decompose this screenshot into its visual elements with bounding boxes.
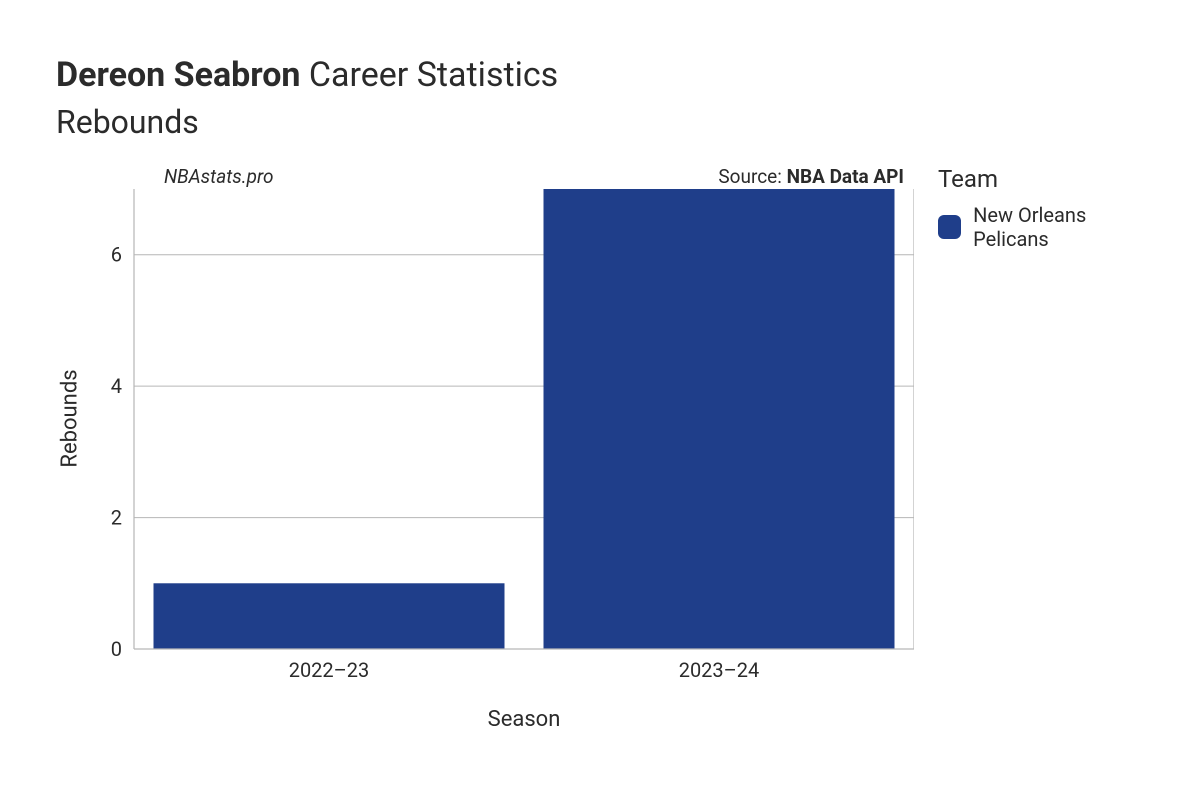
legend: Team New Orleans Pelicans xyxy=(938,165,1160,251)
plot-column: 0 2 4 6 2022–23 2023–24 NBAstats.pro Source: … xyxy=(84,159,914,732)
attribution-source-prefix: Source: xyxy=(718,165,786,188)
legend-label: New Orleans Pelicans xyxy=(973,203,1160,251)
chart-row: Rebounds 0 2 4 6 2022–23 2023–24 NBAstats.pro… xyxy=(56,159,1160,732)
x-tick-label: 2022–23 xyxy=(289,658,370,679)
y-tick-label: 0 xyxy=(111,637,122,661)
legend-items: New Orleans Pelicans xyxy=(938,203,1160,251)
attribution-source: Source: NBA Data API xyxy=(718,165,904,188)
title-suffix: Career Statistics xyxy=(300,55,558,95)
legend-title: Team xyxy=(938,165,1160,193)
x-tick-label: 2023–24 xyxy=(679,658,760,679)
chart-subtitle: Rebounds xyxy=(56,103,1160,141)
chart-container: Dereon Seabron Career Statistics Rebound… xyxy=(0,0,1200,800)
x-axis-label: Season xyxy=(134,707,914,732)
title-block: Dereon Seabron Career Statistics Rebound… xyxy=(56,54,1160,141)
bar xyxy=(154,583,505,649)
title-player: Dereon Seabron xyxy=(56,55,300,95)
legend-item: New Orleans Pelicans xyxy=(938,203,1160,251)
bar-chart: 0 2 4 6 2022–23 2023–24 xyxy=(84,159,914,679)
attributions-row: NBAstats.pro Source: NBA Data API xyxy=(134,165,914,188)
attribution-site: NBAstats.pro xyxy=(164,165,274,188)
plot-wrap: 0 2 4 6 2022–23 2023–24 NBAstats.pro Source: … xyxy=(84,159,914,679)
legend-swatch xyxy=(938,215,961,239)
attribution-source-name: NBA Data API xyxy=(787,165,904,188)
y-axis-label: Rebounds xyxy=(58,369,83,467)
y-tick-label: 6 xyxy=(111,242,122,266)
y-tick-label: 4 xyxy=(111,374,122,398)
chart-title: Dereon Seabron Career Statistics xyxy=(56,54,1160,97)
y-tick-label: 2 xyxy=(111,505,122,529)
bar xyxy=(544,189,895,649)
ylabel-container: Rebounds xyxy=(56,189,84,649)
